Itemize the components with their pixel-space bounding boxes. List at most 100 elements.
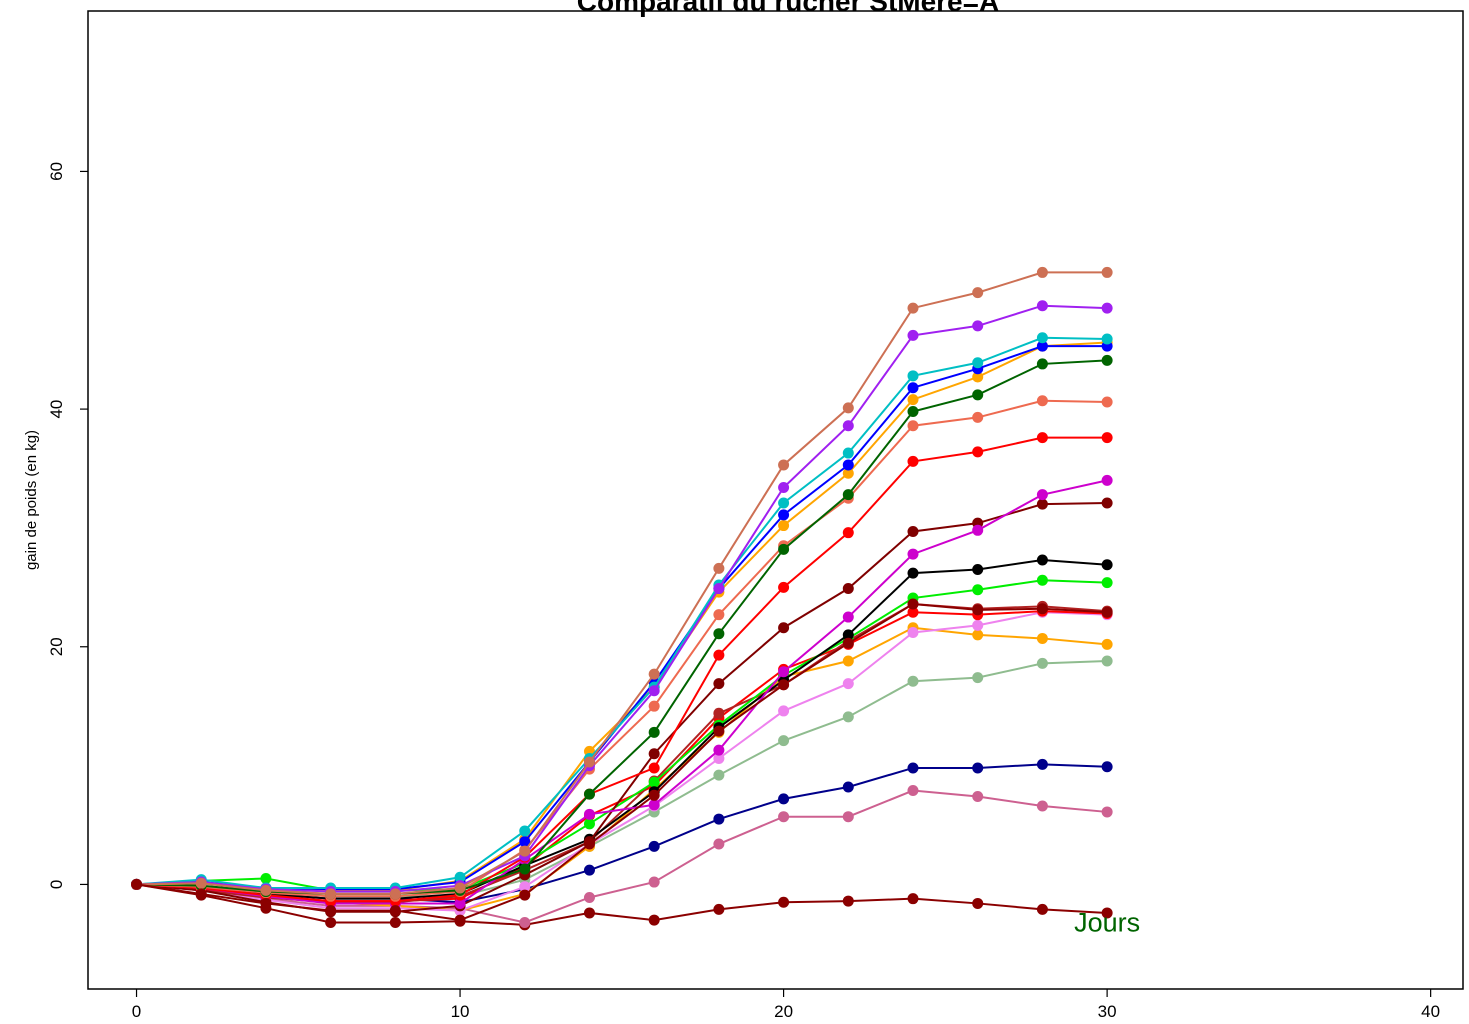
data-point (907, 675, 919, 687)
chart-title: Comparatif du rucher StMere=A (577, 0, 999, 17)
data-point (583, 818, 595, 830)
data-point (1101, 497, 1113, 509)
data-point (1036, 498, 1048, 510)
data-point (195, 877, 207, 889)
data-point (778, 679, 790, 691)
data-point (454, 871, 466, 883)
data-point (1036, 300, 1048, 312)
data-point (842, 611, 854, 623)
data-point (778, 581, 790, 593)
jours-annotation: Jours (1074, 907, 1140, 937)
data-point (907, 455, 919, 467)
data-point (713, 769, 725, 781)
series-20 (131, 266, 1113, 900)
series-line (136, 479, 1108, 905)
data-point (842, 467, 854, 479)
data-point (519, 836, 531, 848)
y-tick-label: 0 (47, 880, 66, 889)
data-point (1101, 302, 1113, 314)
data-point (713, 725, 725, 737)
data-point (1036, 358, 1048, 370)
data-point (842, 711, 854, 723)
data-point (972, 897, 984, 909)
data-point (778, 735, 790, 747)
data-point (972, 371, 984, 383)
data-point (583, 808, 595, 820)
data-point (778, 896, 790, 908)
data-point (778, 811, 790, 823)
data-point (648, 748, 660, 760)
series-line (136, 626, 1108, 912)
series-layer (131, 266, 1113, 931)
series-12 (131, 474, 1113, 909)
data-point (583, 891, 595, 903)
data-point (1101, 396, 1113, 408)
series-line (136, 660, 1108, 898)
data-point (325, 888, 337, 900)
data-point (972, 790, 984, 802)
data-point (713, 609, 725, 621)
data-point (972, 762, 984, 774)
series-line (136, 579, 1108, 892)
data-point (1101, 577, 1113, 589)
data-point (1036, 903, 1048, 915)
data-point (778, 705, 790, 717)
x-tick-label: 40 (1421, 1002, 1440, 1021)
data-point (972, 320, 984, 332)
series-line (136, 341, 1108, 892)
data-point (648, 789, 660, 801)
data-point (907, 370, 919, 382)
series-4 (131, 655, 1113, 902)
data-point (972, 629, 984, 641)
data-point (713, 649, 725, 661)
data-point (519, 881, 531, 893)
data-point (1036, 574, 1048, 586)
data-point (389, 916, 401, 928)
data-point (1036, 603, 1048, 615)
y-tick-label: 60 (47, 162, 66, 181)
data-point (1036, 266, 1048, 278)
data-point (1036, 632, 1048, 644)
data-point (648, 799, 660, 811)
data-point (972, 411, 984, 423)
data-point (907, 626, 919, 638)
data-point (972, 604, 984, 616)
data-point (1036, 758, 1048, 770)
data-point (1101, 333, 1113, 345)
series-line (136, 883, 1108, 926)
data-point (842, 781, 854, 793)
data-point (260, 897, 272, 909)
series-2 (131, 785, 1113, 928)
data-point (907, 394, 919, 406)
data-point (972, 524, 984, 536)
data-point (713, 752, 725, 764)
data-point (454, 882, 466, 894)
data-point (907, 606, 919, 618)
data-point (842, 447, 854, 459)
data-point (648, 876, 660, 888)
series-line (136, 789, 1108, 924)
data-point (648, 840, 660, 852)
x-tick-label: 0 (132, 1002, 141, 1021)
series-7 (131, 605, 1113, 907)
data-point (583, 907, 595, 919)
data-point (778, 459, 790, 471)
data-point (972, 287, 984, 299)
data-point (972, 446, 984, 458)
series-line (136, 271, 1108, 895)
data-point (842, 489, 854, 501)
data-point (1036, 657, 1048, 669)
data-point (648, 685, 660, 697)
data-point (778, 543, 790, 555)
data-point (842, 583, 854, 595)
data-point (1036, 800, 1048, 812)
series-line (136, 559, 1108, 900)
data-point (972, 357, 984, 369)
data-point (1101, 432, 1113, 444)
data-point (842, 527, 854, 539)
data-point (583, 864, 595, 876)
series-13 (131, 432, 1113, 907)
series-5 (131, 622, 1113, 917)
series-line (136, 602, 1108, 922)
